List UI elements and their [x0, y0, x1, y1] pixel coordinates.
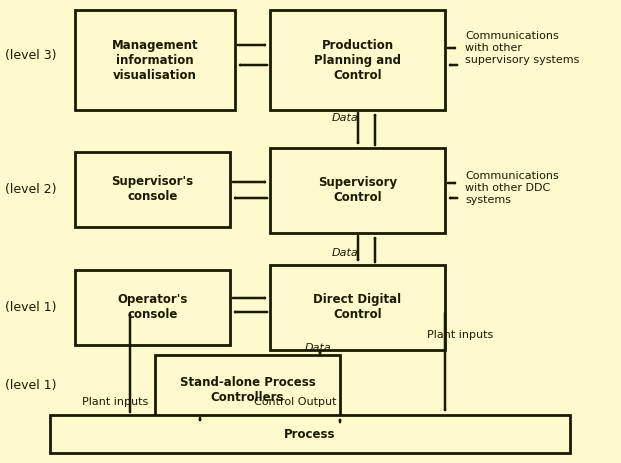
Text: Management
information
visualisation: Management information visualisation [112, 38, 198, 81]
Bar [75, 152, 230, 227]
Text: Data: Data [305, 343, 332, 353]
Bar [75, 270, 230, 345]
Bar [270, 148, 445, 233]
Bar [270, 265, 445, 350]
Text: Production
Planning and
Control: Production Planning and Control [314, 38, 401, 81]
Text: Communications
with other
supervisory systems: Communications with other supervisory sy… [465, 31, 579, 65]
Text: (level 1): (level 1) [5, 301, 57, 314]
Text: Stand-alone Process
Controllers: Stand-alone Process Controllers [179, 376, 315, 404]
Text: Supervisor's
console: Supervisor's console [111, 175, 194, 204]
Text: Control Output: Control Output [254, 397, 336, 407]
Bar [155, 355, 340, 425]
Text: (level 2): (level 2) [5, 183, 57, 196]
Text: (level 3): (level 3) [5, 49, 57, 62]
Text: Communications
with other DDC
systems: Communications with other DDC systems [465, 171, 559, 205]
Text: Direct Digital
Control: Direct Digital Control [314, 294, 402, 321]
Text: Plant inputs: Plant inputs [82, 397, 148, 407]
Bar [75, 10, 235, 110]
Text: Operator's
console: Operator's console [117, 294, 188, 321]
Text: (level 1): (level 1) [5, 378, 57, 392]
Bar [50, 415, 570, 453]
Bar [270, 10, 445, 110]
Text: Data: Data [332, 113, 358, 123]
Text: Process: Process [284, 427, 336, 440]
Text: Plant inputs: Plant inputs [427, 330, 493, 340]
Text: Supervisory
Control: Supervisory Control [318, 176, 397, 205]
Text: Data: Data [332, 248, 358, 258]
